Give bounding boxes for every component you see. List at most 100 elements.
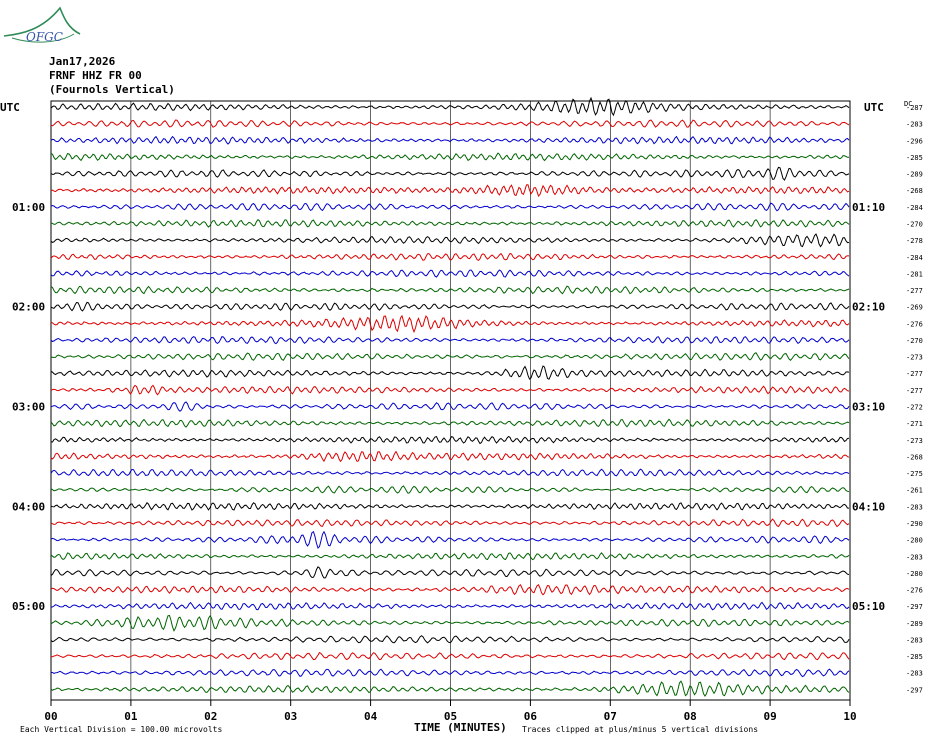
x-axis-title: TIME (MINUTES) (414, 721, 507, 734)
seismic-trace (50, 668, 850, 678)
logo-text: OFGC (26, 30, 63, 44)
x-tick-label: 10 (843, 710, 856, 723)
seismic-trace (50, 119, 850, 128)
x-tick-label: 09 (763, 710, 776, 723)
dc-offset-label: -285 (906, 154, 923, 162)
seismic-traces (50, 96, 850, 698)
x-tick-label: 01 (124, 710, 138, 723)
station-code: FRNF HHZ FR 00 (49, 69, 142, 82)
dc-offset-label: -277 (906, 287, 923, 295)
right-time-label: 03:10 (852, 401, 885, 414)
seismic-trace (50, 502, 850, 511)
dc-offset-label: -268 (906, 453, 923, 461)
x-tick-label: 08 (684, 710, 697, 723)
dc-header: DC (904, 100, 912, 108)
dc-offset-label: -273 (906, 437, 923, 445)
seismic-trace (50, 335, 850, 345)
clip-note: Traces clipped at plus/minus 5 vertical … (522, 725, 759, 734)
right-time-label: 04:10 (852, 500, 885, 513)
left-time-label: 05:00 (12, 600, 45, 613)
dc-offset-label: -283 (906, 553, 923, 561)
seismic-trace (50, 530, 850, 549)
dc-offset-label: -296 (906, 137, 923, 145)
dc-offset-label: -297 (906, 603, 923, 611)
seismic-trace (50, 450, 850, 463)
seismic-trace (50, 166, 850, 181)
dc-offset-label: -287 (906, 104, 923, 112)
x-tick-label: 04 (364, 710, 378, 723)
dc-offset-label: -269 (906, 304, 923, 312)
dc-offset-label: -276 (906, 320, 923, 328)
x-tick-label: 05 (444, 710, 457, 723)
seismic-trace (50, 401, 850, 412)
dc-offset-label: -268 (906, 187, 923, 195)
dc-offset-label: -278 (906, 237, 923, 245)
seismic-trace (50, 468, 850, 477)
dc-offset-label: -289 (906, 620, 923, 628)
seismic-trace (50, 202, 850, 212)
right-time-label: 01:10 (852, 201, 885, 214)
dc-offset-label: -277 (906, 387, 923, 395)
dc-offset-label: -285 (906, 653, 923, 661)
seismic-trace (50, 651, 850, 661)
seismic-trace (50, 418, 850, 428)
dc-offset-label: -273 (906, 354, 923, 362)
right-time-label: 05:10 (852, 600, 885, 613)
dc-offset-label: -280 (906, 537, 923, 545)
dc-offset-label: -283 (906, 503, 923, 511)
seismic-trace (50, 365, 850, 380)
station-name: (Fournols Vertical) (49, 83, 175, 96)
dc-offset-label: -283 (906, 670, 923, 678)
seismic-trace (50, 184, 850, 197)
x-tick-label: 00 (44, 710, 57, 723)
left-time-label: 02:00 (12, 301, 45, 314)
seismic-trace (50, 601, 850, 611)
seismic-trace (50, 635, 850, 644)
dc-offset-label: -270 (906, 220, 923, 228)
seismic-trace (50, 485, 850, 494)
dc-offset-label: -283 (906, 636, 923, 644)
x-tick-label: 02 (204, 710, 217, 723)
dc-offset-label: -271 (906, 420, 923, 428)
left-time-label: 01:00 (12, 201, 45, 214)
seismic-trace (50, 233, 850, 248)
logo-swoosh-icon (11, 33, 75, 43)
dc-offset-label: -284 (906, 254, 923, 262)
dc-offset-label: -277 (906, 370, 923, 378)
right-utc-label: UTC (864, 101, 884, 114)
seismic-trace (50, 584, 850, 596)
seismic-trace (50, 135, 850, 145)
seismic-trace (50, 614, 850, 632)
x-tick-label: 06 (524, 710, 538, 723)
seismic-trace (50, 552, 850, 561)
plot-date: Jan17,2026 (49, 55, 116, 68)
dc-offset-label: -297 (906, 686, 923, 694)
dc-offset-label: -284 (906, 204, 923, 212)
dc-offset-label: -281 (906, 270, 923, 278)
scale-note: Each Vertical Division = 100.00 microvol… (20, 725, 223, 734)
x-tick-label: 07 (604, 710, 617, 723)
left-time-label: 03:00 (12, 401, 45, 414)
seismic-trace (50, 680, 850, 698)
seismic-trace (50, 384, 850, 396)
seismic-trace (50, 314, 850, 334)
seismic-trace (50, 301, 850, 312)
x-tick-label: 03 (284, 710, 297, 723)
dc-offset-label: -270 (906, 337, 923, 345)
logo-mountain-icon (3, 6, 81, 37)
seismic-trace (50, 435, 850, 445)
ofgc-logo: OFGC (2, 4, 82, 50)
left-time-label: 04:00 (12, 500, 45, 513)
dc-offset-label: -290 (906, 520, 923, 528)
time-grid (50, 100, 851, 706)
seismic-trace (50, 269, 850, 278)
axis-labels: 00 01 02 03 04 05 06 07 08 09 10 UTC UTC DC 01:00 02:00… (0, 100, 923, 723)
seismic-trace (50, 285, 850, 295)
dc-offset-label: -275 (906, 470, 923, 478)
seismic-trace (50, 352, 850, 362)
seismic-trace (50, 96, 850, 117)
dc-offset-label: -272 (906, 404, 923, 412)
seismic-trace (50, 152, 849, 162)
seismic-trace (50, 518, 850, 528)
